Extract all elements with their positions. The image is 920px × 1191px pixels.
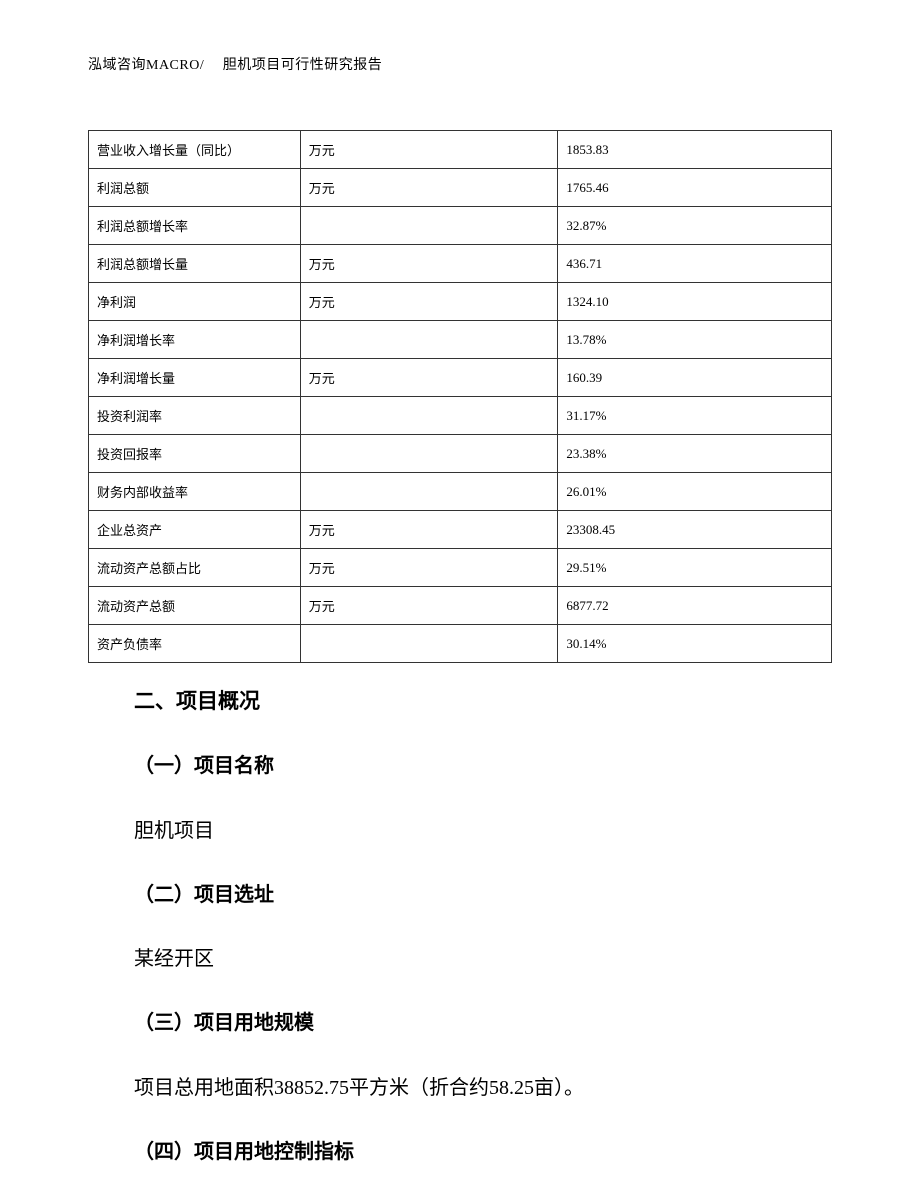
subsection-1-heading: （一）项目名称	[134, 749, 794, 783]
metric-unit: 万元	[300, 169, 558, 207]
metric-unit: 万元	[300, 131, 558, 169]
metric-label: 营业收入增长量（同比）	[89, 131, 301, 169]
table-row: 流动资产总额占比万元29.51%	[89, 549, 832, 587]
metric-value: 31.17%	[558, 397, 832, 435]
section-title: 二、项目概况	[134, 684, 794, 720]
metric-label: 利润总额增长量	[89, 245, 301, 283]
metric-unit	[300, 435, 558, 473]
metric-label: 利润总额增长率	[89, 207, 301, 245]
table-row: 流动资产总额万元6877.72	[89, 587, 832, 625]
table: 营业收入增长量（同比）万元1853.83利润总额万元1765.46利润总额增长率…	[88, 130, 832, 663]
metric-unit	[300, 397, 558, 435]
metric-value: 1765.46	[558, 169, 832, 207]
metric-value: 6877.72	[558, 587, 832, 625]
table-row: 企业总资产万元23308.45	[89, 511, 832, 549]
page-header: 泓域咨询MACRO/ 胆机项目可行性研究报告	[88, 54, 382, 74]
subsection-2-body: 某经开区	[134, 942, 794, 976]
table-row: 利润总额增长率 32.87%	[89, 207, 832, 245]
table-row: 投资利润率 31.17%	[89, 397, 832, 435]
metric-unit	[300, 625, 558, 663]
metric-value: 160.39	[558, 359, 832, 397]
table-row: 投资回报率 23.38%	[89, 435, 832, 473]
table-row: 财务内部收益率 26.01%	[89, 473, 832, 511]
metric-value: 13.78%	[558, 321, 832, 359]
table-row: 净利润增长率 13.78%	[89, 321, 832, 359]
metric-value: 436.71	[558, 245, 832, 283]
subsection-1-body: 胆机项目	[134, 814, 794, 848]
metric-label: 投资回报率	[89, 435, 301, 473]
metric-unit	[300, 207, 558, 245]
metric-label: 净利润增长率	[89, 321, 301, 359]
metric-label: 流动资产总额	[89, 587, 301, 625]
metric-value: 32.87%	[558, 207, 832, 245]
metric-unit: 万元	[300, 549, 558, 587]
metric-value: 29.51%	[558, 549, 832, 587]
metric-value: 30.14%	[558, 625, 832, 663]
table-row: 利润总额增长量万元436.71	[89, 245, 832, 283]
table-row: 净利润万元1324.10	[89, 283, 832, 321]
subsection-3-body: 项目总用地面积38852.75平方米（折合约58.25亩）。	[134, 1071, 794, 1105]
metric-label: 企业总资产	[89, 511, 301, 549]
metric-value: 1853.83	[558, 131, 832, 169]
metric-value: 23.38%	[558, 435, 832, 473]
metric-label: 净利润	[89, 283, 301, 321]
metric-label: 净利润增长量	[89, 359, 301, 397]
table-row: 净利润增长量万元160.39	[89, 359, 832, 397]
metric-unit: 万元	[300, 587, 558, 625]
metric-unit: 万元	[300, 511, 558, 549]
metric-unit	[300, 321, 558, 359]
table-row: 资产负债率 30.14%	[89, 625, 832, 663]
financial-table: 营业收入增长量（同比）万元1853.83利润总额万元1765.46利润总额增长率…	[88, 130, 832, 663]
table-row: 营业收入增长量（同比）万元1853.83	[89, 131, 832, 169]
metric-unit	[300, 473, 558, 511]
metric-value: 23308.45	[558, 511, 832, 549]
table-row: 利润总额万元1765.46	[89, 169, 832, 207]
subsection-3-heading: （三）项目用地规模	[134, 1006, 794, 1040]
metric-value: 26.01%	[558, 473, 832, 511]
metric-unit: 万元	[300, 283, 558, 321]
subsection-4-heading: （四）项目用地控制指标	[134, 1135, 794, 1169]
subsection-2-heading: （二）项目选址	[134, 878, 794, 912]
metric-label: 资产负债率	[89, 625, 301, 663]
metric-label: 财务内部收益率	[89, 473, 301, 511]
metric-unit: 万元	[300, 359, 558, 397]
metric-label: 利润总额	[89, 169, 301, 207]
metric-unit: 万元	[300, 245, 558, 283]
metric-label: 投资利润率	[89, 397, 301, 435]
metric-label: 流动资产总额占比	[89, 549, 301, 587]
metric-value: 1324.10	[558, 283, 832, 321]
